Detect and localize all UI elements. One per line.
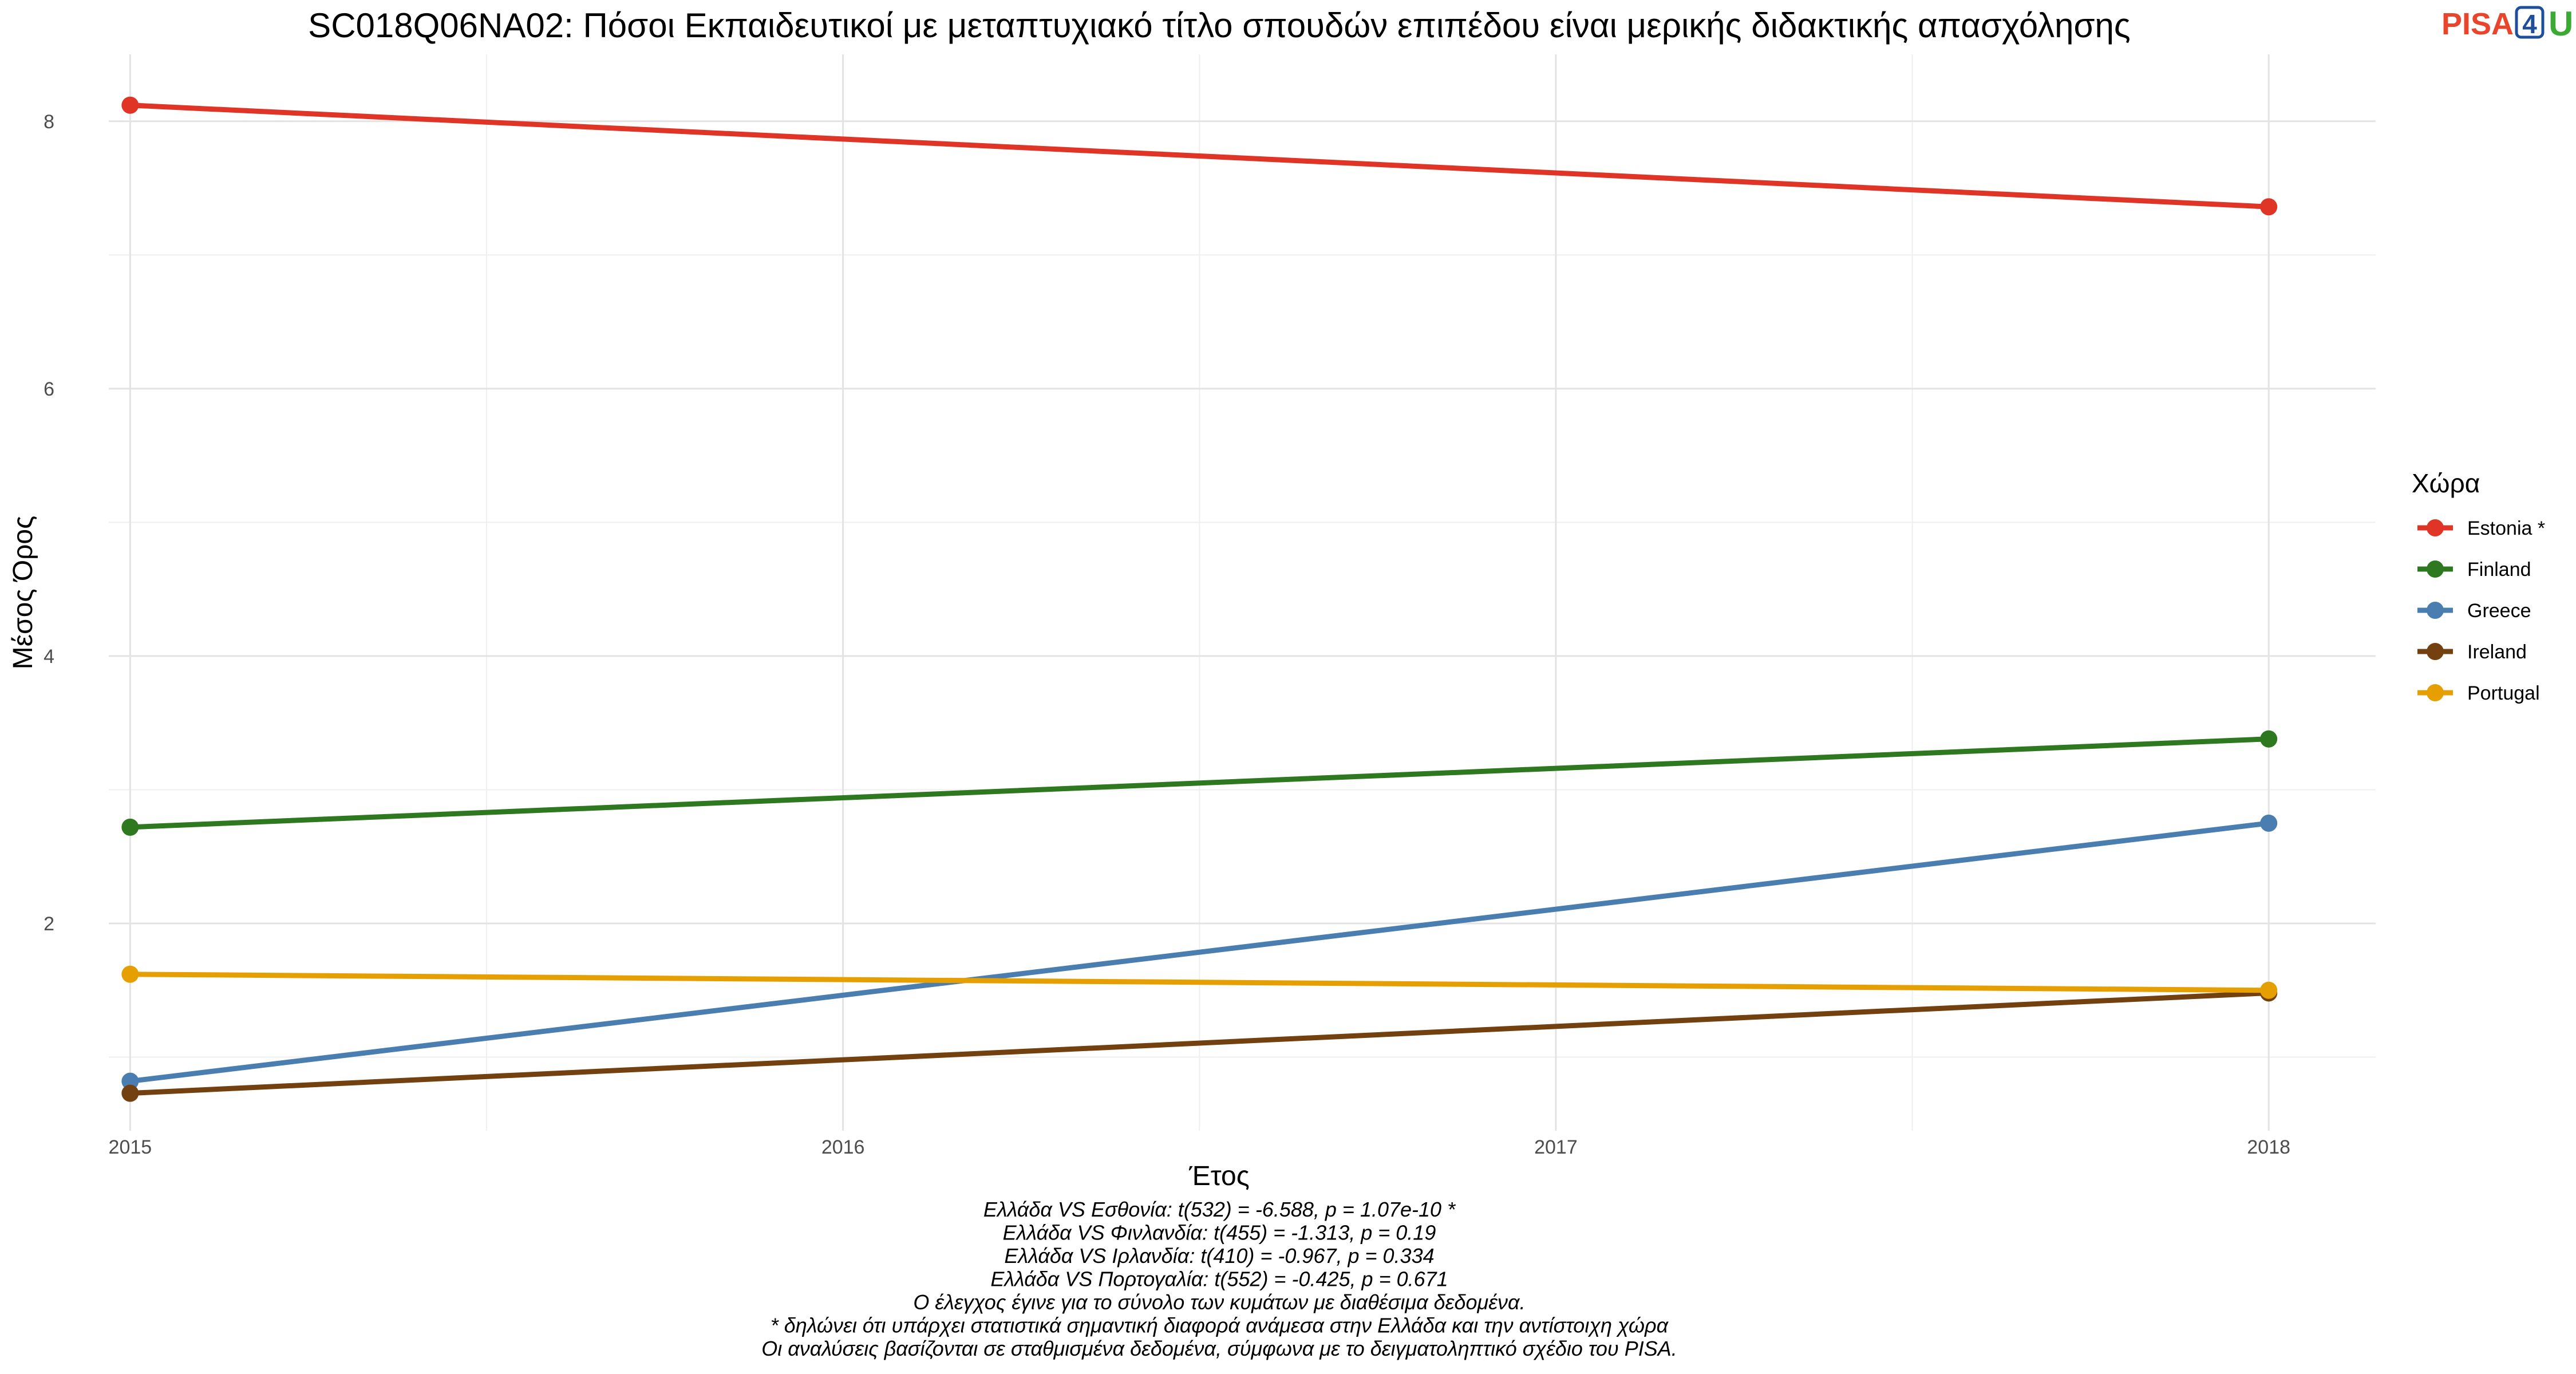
legend-key-point-finland	[2427, 560, 2444, 578]
series-layer	[121, 96, 2278, 1102]
legend-label-greece: Greece	[2467, 600, 2531, 622]
y-tick-label: 2	[44, 913, 54, 935]
legend-label-portugal: Portugal	[2467, 682, 2540, 704]
data-point-greece	[2260, 814, 2278, 832]
x-tick-label: 2018	[2247, 1136, 2290, 1158]
x-tick-label: 2015	[109, 1136, 152, 1158]
data-point-finland	[121, 818, 139, 836]
y-axis-ticks: 2 4 6 8	[44, 111, 54, 935]
legend-label-estonia: Estonia *	[2467, 518, 2545, 539]
series-line-greece	[127, 820, 2271, 1084]
y-tick-label: 8	[44, 111, 54, 133]
logo-text-u: U	[2549, 5, 2573, 43]
caption-line: * δηλώνει ότι υπάρχει στατιστικά σημαντι…	[771, 1314, 1669, 1337]
grid-major	[109, 54, 2376, 1131]
data-point-portugal	[121, 965, 139, 983]
pisa4u-logo: PISA 4 U	[2441, 5, 2573, 43]
legend-title: Χώρα	[2412, 468, 2480, 498]
legend-key-point-portugal	[2427, 684, 2444, 701]
caption-line: Ελλάδα VS Ιρλανδία: t(410) = -0.967, p =…	[1004, 1244, 1434, 1268]
logo-text-pisa: PISA	[2441, 7, 2514, 41]
caption-line: Ελλάδα VS Φινλανδία: t(455) = -1.313, p …	[1003, 1221, 1436, 1245]
legend-label-ireland: Ireland	[2467, 641, 2527, 663]
y-tick-label: 4	[44, 646, 54, 668]
caption-line: Ο έλεγχος έγινε για το σύνολο των κυμάτω…	[913, 1290, 1525, 1314]
x-axis-title: Έτος	[1188, 1161, 1250, 1191]
data-point-ireland	[121, 1084, 139, 1102]
data-point-portugal	[2260, 981, 2278, 999]
chart-title: SC018Q06NA02: Πόσοι Εκπαιδευτικοί με μετ…	[308, 6, 2131, 45]
legend-key-point-estonia	[2427, 519, 2444, 536]
caption-line: Ελλάδα VS Εσθονία: t(532) = -6.588, p = …	[983, 1198, 1456, 1221]
legend-key-point-greece	[2427, 602, 2444, 619]
series-line-portugal	[127, 972, 2271, 993]
data-point-estonia	[2260, 198, 2278, 216]
caption: Ελλάδα VS Εσθονία: t(532) = -6.588, p = …	[761, 1198, 1677, 1360]
logo-box	[2515, 6, 2545, 39]
series-line-finland	[127, 736, 2271, 830]
legend: Χώρα Estonia * Finland Greece Ireland Portug…	[2412, 468, 2545, 704]
data-point-greece	[121, 1072, 139, 1090]
legend-key-point-ireland	[2427, 643, 2444, 660]
series-line-ireland	[127, 990, 2271, 1096]
logo-text-4: 4	[2522, 9, 2537, 39]
series-line-estonia	[127, 102, 2271, 210]
data-point-estonia	[121, 96, 139, 114]
legend-label-finland: Finland	[2467, 559, 2531, 581]
x-axis-ticks: 2015 2016 2017 2018	[109, 1136, 2290, 1158]
y-axis-title: Μέσος Όρος	[8, 516, 38, 669]
x-tick-label: 2016	[821, 1136, 865, 1158]
grid-minor	[109, 54, 2376, 1131]
y-tick-label: 6	[44, 378, 54, 400]
caption-line: Οι αναλύσεις βασίζονται σε σταθμισμένα δ…	[761, 1337, 1677, 1360]
caption-line: Ελλάδα VS Πορτογαλία: t(552) = -0.425, p…	[990, 1268, 1448, 1291]
data-point-finland	[2260, 730, 2278, 748]
x-tick-label: 2017	[1534, 1136, 1578, 1158]
